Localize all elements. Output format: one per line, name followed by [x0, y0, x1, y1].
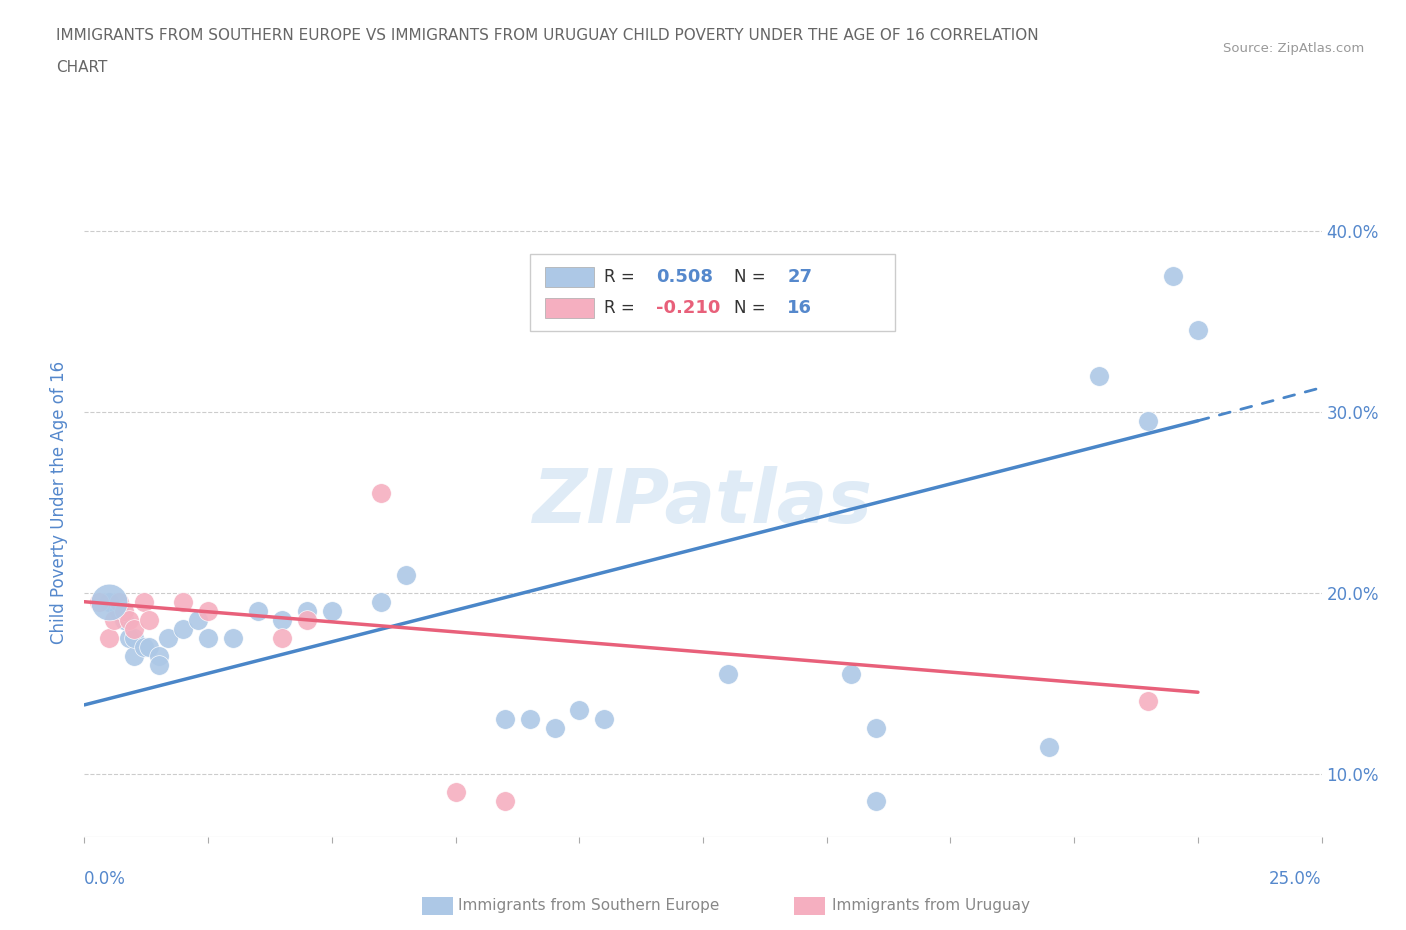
Text: R =: R = [605, 268, 640, 286]
Point [148, 658, 170, 672]
Point [187, 612, 209, 627]
Text: 0.0%: 0.0% [84, 870, 127, 887]
Point [246, 604, 269, 618]
Point [89, 594, 111, 609]
FancyBboxPatch shape [544, 298, 595, 318]
Point [103, 612, 125, 627]
Point [222, 631, 245, 645]
Text: ZIPatlas: ZIPatlas [533, 466, 873, 538]
Text: N =: N = [734, 268, 770, 286]
Point [444, 784, 467, 799]
Text: R =: R = [605, 299, 640, 317]
Point [118, 631, 141, 645]
Point [841, 667, 863, 682]
Point [1187, 323, 1209, 338]
Text: N =: N = [734, 299, 770, 317]
Point [865, 793, 887, 808]
Point [295, 604, 318, 618]
Point [138, 640, 160, 655]
Text: -0.210: -0.210 [657, 299, 720, 317]
Point [568, 703, 591, 718]
Text: Immigrants from Southern Europe: Immigrants from Southern Europe [458, 898, 720, 913]
Point [132, 594, 155, 609]
Point [138, 612, 160, 627]
FancyBboxPatch shape [544, 267, 595, 286]
Point [108, 604, 131, 618]
Point [1137, 413, 1160, 428]
Y-axis label: Child Poverty Under the Age of 16: Child Poverty Under the Age of 16 [51, 361, 69, 644]
Point [519, 712, 541, 727]
Point [122, 648, 145, 663]
Point [370, 485, 392, 500]
Point [197, 631, 219, 645]
Point [295, 612, 318, 627]
Point [172, 621, 194, 636]
Point [271, 631, 294, 645]
Point [148, 648, 170, 663]
FancyBboxPatch shape [530, 255, 894, 331]
Point [321, 604, 343, 618]
Point [271, 612, 294, 627]
Point [494, 793, 516, 808]
Point [370, 594, 392, 609]
Point [1088, 368, 1111, 383]
Text: CHART: CHART [56, 60, 108, 75]
Text: 0.508: 0.508 [657, 268, 713, 286]
Point [112, 604, 135, 618]
Point [108, 594, 131, 609]
Point [395, 567, 418, 582]
Point [98, 594, 121, 609]
Point [98, 631, 121, 645]
Point [1137, 694, 1160, 709]
Point [197, 604, 219, 618]
Text: Immigrants from Uruguay: Immigrants from Uruguay [832, 898, 1031, 913]
Point [122, 621, 145, 636]
Text: 16: 16 [787, 299, 813, 317]
Point [593, 712, 616, 727]
Point [494, 712, 516, 727]
Point [118, 612, 141, 627]
Text: IMMIGRANTS FROM SOUTHERN EUROPE VS IMMIGRANTS FROM URUGUAY CHILD POVERTY UNDER T: IMMIGRANTS FROM SOUTHERN EUROPE VS IMMIG… [56, 28, 1039, 43]
Point [172, 594, 194, 609]
Text: Source: ZipAtlas.com: Source: ZipAtlas.com [1223, 42, 1364, 55]
Point [122, 631, 145, 645]
Point [112, 612, 135, 627]
Point [543, 721, 565, 736]
Point [865, 721, 887, 736]
Point [98, 594, 121, 609]
Text: 25.0%: 25.0% [1270, 870, 1322, 887]
Point [132, 640, 155, 655]
Point [157, 631, 180, 645]
Point [1038, 739, 1060, 754]
Point [717, 667, 740, 682]
Text: 27: 27 [787, 268, 813, 286]
Point [1161, 269, 1184, 284]
